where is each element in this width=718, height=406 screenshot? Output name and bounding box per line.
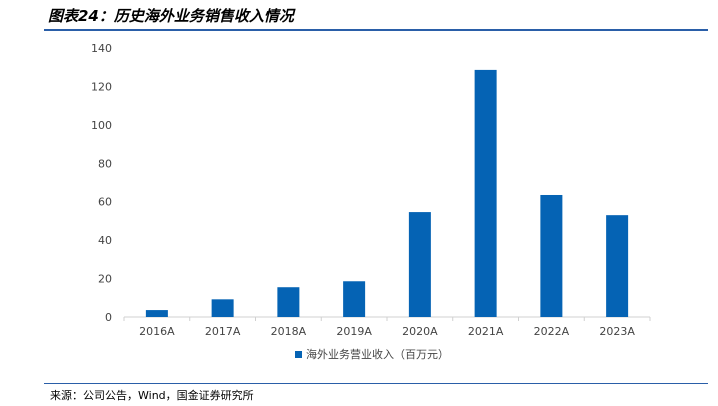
y-tick-label: 80 xyxy=(98,157,112,170)
x-tick-label: 2019A xyxy=(336,325,372,338)
bar-2017A xyxy=(211,299,234,317)
bar-2019A xyxy=(343,281,366,317)
bar-2021A xyxy=(474,69,497,317)
bar-2020A xyxy=(408,212,431,317)
x-tick-label: 2020A xyxy=(402,325,438,338)
x-tick-label: 2022A xyxy=(534,325,570,338)
y-tick-label: 20 xyxy=(98,273,112,286)
legend-swatch xyxy=(295,351,302,358)
title-divider xyxy=(44,29,708,31)
y-tick-label: 100 xyxy=(91,119,112,132)
source-note: 来源：公司公告，Wind，国金证券研究所 xyxy=(50,389,254,402)
x-tick-label: 2017A xyxy=(205,325,241,338)
y-tick-label: 0 xyxy=(105,311,112,324)
x-tick-label: 2016A xyxy=(139,325,175,338)
bar-2016A xyxy=(145,310,168,317)
y-tick-label: 120 xyxy=(91,80,112,93)
bar-2022A xyxy=(540,194,563,317)
bar-2018A xyxy=(277,287,300,317)
footer-divider xyxy=(44,383,708,384)
legend-label: 海外业务营业收入（百万元） xyxy=(306,347,449,361)
bar-2023A xyxy=(606,215,629,317)
figure-title: 图表24：历史海外业务销售收入情况 xyxy=(48,7,294,25)
y-tick-label: 140 xyxy=(91,42,112,55)
x-tick-label: 2018A xyxy=(271,325,307,338)
y-tick-label: 40 xyxy=(98,234,112,247)
x-tick-label: 2023A xyxy=(599,325,635,338)
y-tick-label: 60 xyxy=(98,196,112,209)
x-tick-label: 2021A xyxy=(468,325,504,338)
